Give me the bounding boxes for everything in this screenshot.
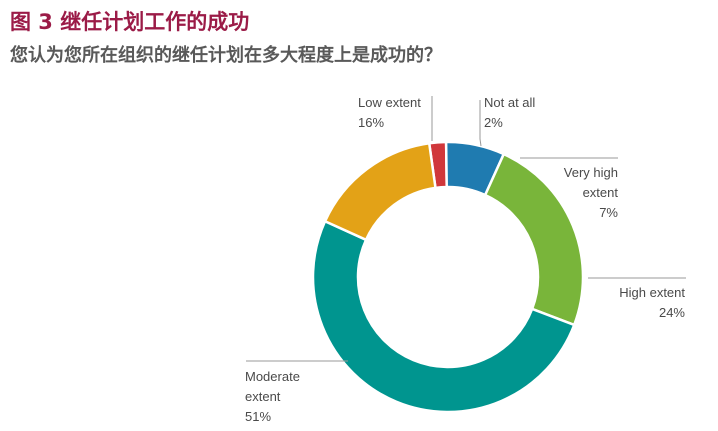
leader-line-not-at-all — [479, 100, 482, 147]
slice-value-label: 7% — [599, 205, 618, 220]
figure-title: 图 3 继任计划工作的成功 — [10, 10, 250, 34]
slice-label-high-extent: High extent 24% — [619, 285, 685, 320]
slice-name-label: High extent — [619, 285, 685, 300]
slice-name-label: extent — [583, 185, 619, 200]
slice-low-extent — [323, 142, 437, 242]
slice-name-label: Moderate — [245, 369, 300, 384]
donut-slices — [311, 140, 585, 414]
slice-value-label: 2% — [484, 115, 503, 130]
slice-moderate-extent — [311, 219, 576, 414]
slice-value-label: 16% — [358, 115, 384, 130]
figure-subtitle: 您认为您所在组织的继任计划在多大程度上是成功的？ — [10, 45, 442, 66]
slice-value-label: 51% — [245, 409, 271, 424]
slice-labels: Not at all 2% Very high extent 7% High extent… — [245, 95, 685, 424]
slice-name-label: extent — [245, 389, 281, 404]
slice-name-label: Low extent — [358, 95, 421, 110]
slice-label-very-high-extent: Very high extent 7% — [564, 165, 619, 220]
leader-lines — [246, 96, 686, 362]
slice-name-label: Very high — [564, 165, 618, 180]
slice-label-not-at-all: Not at all 2% — [484, 95, 535, 130]
slice-label-moderate-extent: Moderate extent 51% — [245, 369, 300, 424]
slice-value-label: 24% — [659, 305, 685, 320]
slice-label-low-extent: Low extent 16% — [358, 95, 421, 130]
slice-name-label: Not at all — [484, 95, 535, 110]
